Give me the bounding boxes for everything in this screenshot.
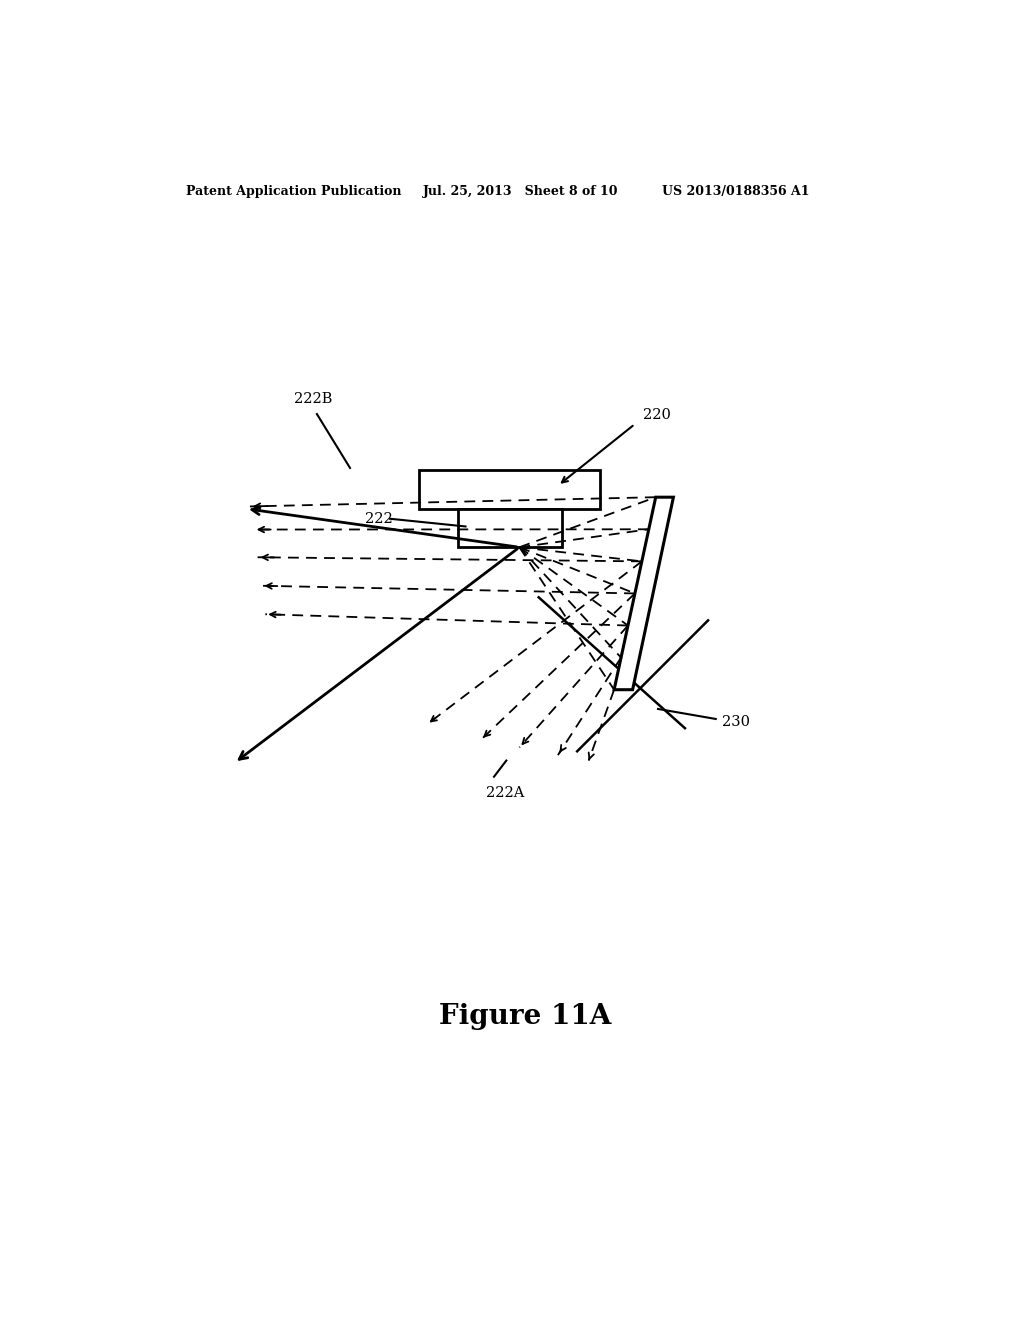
Text: 222: 222 — [366, 512, 393, 525]
Bar — [419, 470, 600, 508]
Bar — [458, 508, 562, 548]
Text: 222A: 222A — [486, 785, 524, 800]
Text: 222B: 222B — [294, 392, 332, 407]
Text: Jul. 25, 2013   Sheet 8 of 10: Jul. 25, 2013 Sheet 8 of 10 — [423, 185, 618, 198]
Text: US 2013/0188356 A1: US 2013/0188356 A1 — [662, 185, 809, 198]
Polygon shape — [614, 498, 674, 689]
Text: Patent Application Publication: Patent Application Publication — [186, 185, 401, 198]
Text: 230: 230 — [722, 715, 750, 729]
Text: 220: 220 — [643, 408, 671, 422]
Text: Figure 11A: Figure 11A — [438, 1003, 611, 1031]
